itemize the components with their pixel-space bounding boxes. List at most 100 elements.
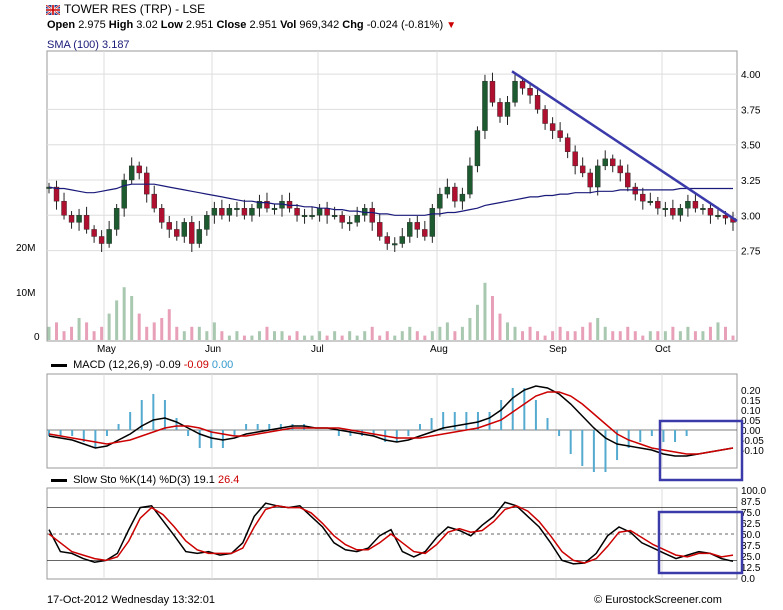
candle-body <box>519 80 526 89</box>
volume-bar <box>160 318 164 340</box>
candle-body <box>76 215 82 223</box>
candle-body <box>144 172 150 195</box>
volume-bar <box>355 335 359 340</box>
price-panel-frame <box>46 50 738 342</box>
volume-bar <box>596 318 600 340</box>
candle-body <box>722 215 729 219</box>
vol-value: 969,342 <box>299 19 340 31</box>
month-tick-label: Oct <box>655 344 671 355</box>
volume-bar <box>438 326 442 340</box>
candle-body <box>557 130 563 138</box>
volume-bar <box>408 326 412 340</box>
candle-body <box>482 80 488 131</box>
macd-legend-swatch <box>51 363 67 367</box>
candle-body <box>429 208 436 237</box>
volume-bar <box>468 318 472 340</box>
volume-bar <box>62 331 66 340</box>
volume-bar <box>340 335 344 340</box>
macd-line <box>48 385 734 457</box>
sto-highlight-box <box>657 510 744 575</box>
candle-body <box>647 200 654 203</box>
candle-body <box>692 200 699 209</box>
candle-body <box>474 130 481 167</box>
candle-body <box>595 165 601 188</box>
candle-body <box>377 222 383 237</box>
candle-body <box>662 208 669 210</box>
candle-body <box>489 80 496 103</box>
volume-bar <box>318 331 322 340</box>
macd-tick-label: 0.15 <box>741 396 761 407</box>
candle-body <box>459 193 466 202</box>
close-value: 2.951 <box>249 19 277 31</box>
volume-bar <box>566 331 570 340</box>
sto-k-line <box>48 501 734 565</box>
close-label: Close <box>216 19 247 31</box>
volume-bar <box>460 326 464 340</box>
volume-bar <box>678 331 682 340</box>
volume-bar <box>257 331 261 340</box>
candle-body <box>369 208 375 223</box>
volume-tick-label: 10M <box>16 288 35 299</box>
volume-bar <box>581 326 585 340</box>
candle-body <box>249 208 255 216</box>
volume-bar <box>378 335 382 340</box>
candle-body <box>587 172 593 188</box>
volume-bar <box>723 326 727 340</box>
candle-body <box>211 208 218 216</box>
volume-bar <box>242 335 246 340</box>
volume-bar <box>603 326 607 340</box>
sto-value-2: 26.4 <box>217 474 240 486</box>
candle-body <box>53 186 60 202</box>
trendline <box>511 70 738 222</box>
volume-bar <box>506 322 510 340</box>
candle-body <box>625 172 631 188</box>
candle-body <box>68 215 75 223</box>
candle-body <box>677 208 684 216</box>
candle-body <box>444 186 451 195</box>
flag-icon <box>46 5 60 15</box>
candle-body <box>181 222 187 237</box>
volume-bar <box>122 287 126 340</box>
volume-bar <box>513 326 517 340</box>
volume-bar <box>558 326 562 340</box>
candle-body <box>632 186 638 195</box>
candle-body <box>512 80 518 103</box>
volume-bar <box>573 331 577 340</box>
volume-bar <box>663 331 667 340</box>
candle-body <box>264 200 270 209</box>
volume-bar <box>145 326 149 340</box>
volume-bar <box>55 322 59 340</box>
chart-title: TOWER RES (TRP) - LSE <box>64 2 206 16</box>
high-label: High <box>108 19 134 31</box>
candle-body <box>339 215 345 223</box>
volume-bar <box>633 331 637 340</box>
candle-body <box>234 208 240 210</box>
sto-panel-frame <box>46 487 738 580</box>
volume-bar <box>656 331 660 340</box>
quote-line: Open 2.975 High 3.02 Low 2.951 Close 2.9… <box>47 19 456 32</box>
month-tick-label: Sep <box>549 344 567 355</box>
sto-tick-label: 0.0 <box>741 574 755 585</box>
price-tick-label: 4.00 <box>741 70 761 81</box>
candle-body <box>324 208 330 216</box>
volume-bar <box>528 326 532 340</box>
candle-body <box>219 208 225 216</box>
volume-bar <box>333 331 337 340</box>
candle-body <box>572 151 578 167</box>
candle-body <box>128 165 135 181</box>
volume-bar <box>551 331 555 340</box>
candle-body <box>407 222 413 237</box>
candle-body <box>174 229 180 237</box>
candle-body <box>422 229 428 237</box>
candle-body <box>136 165 142 174</box>
volume-bar <box>303 335 307 340</box>
volume-bar <box>626 326 630 340</box>
sto-tick-label: 12.5 <box>741 563 761 574</box>
volume-bar <box>370 326 374 340</box>
month-tick-label: Aug <box>430 344 448 355</box>
volume-bar <box>453 331 457 340</box>
candle-body <box>331 215 338 217</box>
candle-body <box>640 193 646 202</box>
candle-body <box>617 165 623 174</box>
